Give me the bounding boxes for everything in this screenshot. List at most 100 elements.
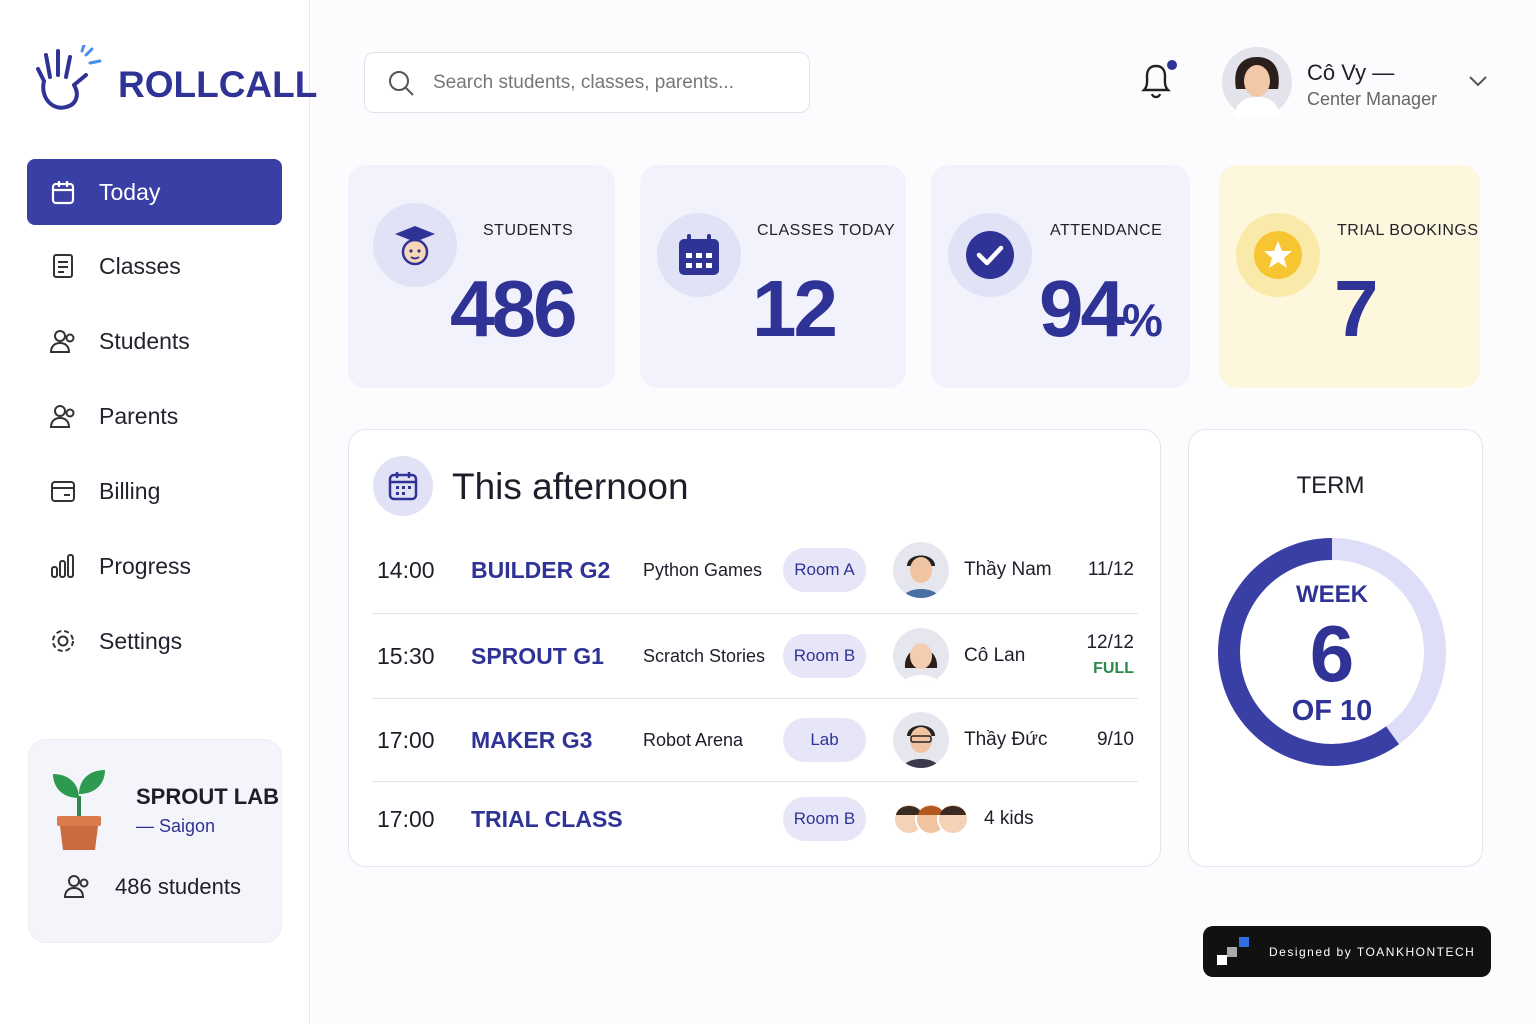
stat-unit: % (1121, 294, 1163, 346)
students-icon (63, 875, 89, 898)
row-capacity-group: 12/12 FULL (1074, 631, 1134, 680)
credit-badge: Designed by TOANKHONTECH (1203, 926, 1491, 977)
stat-card: ATTENDANCE 94 % (931, 165, 1190, 388)
nav-icon (51, 481, 75, 502)
ring-progress (1218, 538, 1399, 766)
nav-icon (51, 554, 74, 578)
row-capacity: 9/10 (1097, 728, 1134, 750)
nav-item[interactable]: Progress (27, 533, 282, 599)
stat-icon (1236, 213, 1320, 297)
stat-icon (657, 213, 741, 297)
credit-logo (1217, 936, 1249, 965)
stat-icon (373, 203, 457, 287)
center-students: 486 students (115, 874, 241, 899)
row-divider (372, 781, 1138, 782)
stat-card: STUDENTS 486 (348, 165, 615, 388)
row-class: SPROUT G1 (471, 642, 604, 669)
stat-card: CLASSES TODAY 12 (640, 165, 906, 388)
row-class: MAKER G3 (471, 726, 593, 753)
user-role: Center Manager (1307, 89, 1438, 109)
row-time: 15:30 (377, 642, 435, 669)
schedule-title: This afternoon (452, 466, 689, 507)
stat-value: 486 (450, 264, 577, 353)
schedule-row[interactable]: 17:00 MAKER G3 Robot Arena Lab Thầy Đức … (377, 698, 1137, 782)
nav-icon (49, 405, 75, 428)
row-capacity: 12/12 (1086, 632, 1134, 654)
term-of: OF 10 (1188, 695, 1476, 728)
row-class: BUILDER G2 (471, 556, 611, 583)
schedule-row[interactable]: 15:30 SPROUT G1 Scratch Stories Room B C… (377, 614, 1137, 698)
stat-value: 94 (1039, 264, 1125, 353)
user-menu-chevron[interactable] (1468, 74, 1488, 88)
user-name: Cô Vy — (1307, 60, 1395, 85)
term-title: TERM (1296, 472, 1365, 499)
teacher-avatar (893, 712, 949, 768)
nav-item[interactable]: Students (27, 308, 282, 374)
nav-item[interactable]: Billing (27, 458, 282, 524)
credit-text: Designed by TOANKHONTECH (1269, 944, 1476, 959)
teacher-avatar (893, 542, 949, 598)
nav-icon (51, 181, 75, 205)
nav-item[interactable]: Parents (27, 383, 282, 449)
schedule-card (348, 429, 1161, 867)
stat-label: TRIAL BOOKINGS (1337, 222, 1479, 239)
term-of-label: OF (1291, 695, 1332, 727)
nav-label: Today (99, 178, 161, 205)
row-divider (372, 698, 1138, 699)
row-time: 17:00 (377, 726, 435, 753)
plant-icon (53, 770, 105, 850)
sidebar: ROLLCALL Today Classes Students Parents … (0, 0, 317, 1024)
center-name: SPROUT LAB (136, 784, 279, 809)
term-ring (1218, 538, 1446, 766)
schedule-row[interactable]: 14:00 BUILDER G2 Python Games Room A Thầ… (377, 528, 1137, 612)
user-avatar[interactable] (1222, 47, 1292, 117)
row-time: 17:00 (377, 805, 435, 832)
nav-label: Classes (99, 252, 181, 279)
center-city: — Saigon (136, 816, 216, 836)
term-total: 10 (1340, 695, 1373, 727)
row-status: FULL (1093, 660, 1134, 677)
row-topic: Scratch Stories (643, 645, 766, 666)
row-teacher: 4 kids (984, 808, 1034, 829)
nav-label: Billing (99, 477, 161, 504)
nav-item[interactable]: Settings (27, 608, 282, 674)
search-icon (389, 70, 414, 96)
stat-label: CLASSES TODAY (757, 222, 896, 239)
row-room: Lab (783, 718, 866, 762)
row-topic: Robot Arena (643, 729, 744, 750)
stat-value-group: 94 % (1039, 269, 1163, 349)
search-placeholder: Search students, classes, parents... (433, 71, 734, 93)
nav-label: Settings (99, 627, 183, 654)
term-week: 6 (1309, 609, 1355, 698)
stat-value: 12 (752, 264, 838, 353)
nav-label: Progress (99, 552, 192, 579)
stat-icon (948, 213, 1032, 297)
brand-name: ROLLCALL (118, 64, 318, 105)
row-time: 14:00 (377, 556, 435, 583)
nav-item[interactable]: Today (27, 159, 282, 225)
nav-icon (53, 254, 73, 278)
nav-label: Students (99, 327, 190, 354)
stat-label: ATTENDANCE (1050, 222, 1163, 239)
stat-label: STUDENTS (483, 222, 574, 239)
row-teacher: Thầy Nam (964, 559, 1052, 580)
row-teacher: Cô Lan (964, 645, 1026, 666)
schedule-row[interactable]: 17:00 TRIAL CLASS Room B 4 kids (377, 777, 1137, 861)
row-teacher: Thầy Đức (964, 729, 1048, 750)
stat-card: TRIAL BOOKINGS 7 (1219, 165, 1480, 388)
search-box[interactable]: Search students, classes, parents... (364, 52, 810, 113)
nav-icon (49, 330, 75, 353)
row-room: Room A (783, 548, 866, 592)
row-divider (372, 613, 1138, 614)
nav-icon (52, 630, 74, 652)
stat-value: 7 (1334, 264, 1378, 353)
row-room: Room B (783, 797, 866, 841)
logo-icon (36, 45, 102, 110)
row-topic: Python Games (643, 559, 763, 580)
center-card: SPROUT LAB — Saigon 486 students (28, 739, 282, 943)
notification-bell[interactable] (1138, 58, 1178, 102)
kids-avatars (893, 803, 969, 835)
nav-item[interactable]: Classes (27, 233, 282, 299)
